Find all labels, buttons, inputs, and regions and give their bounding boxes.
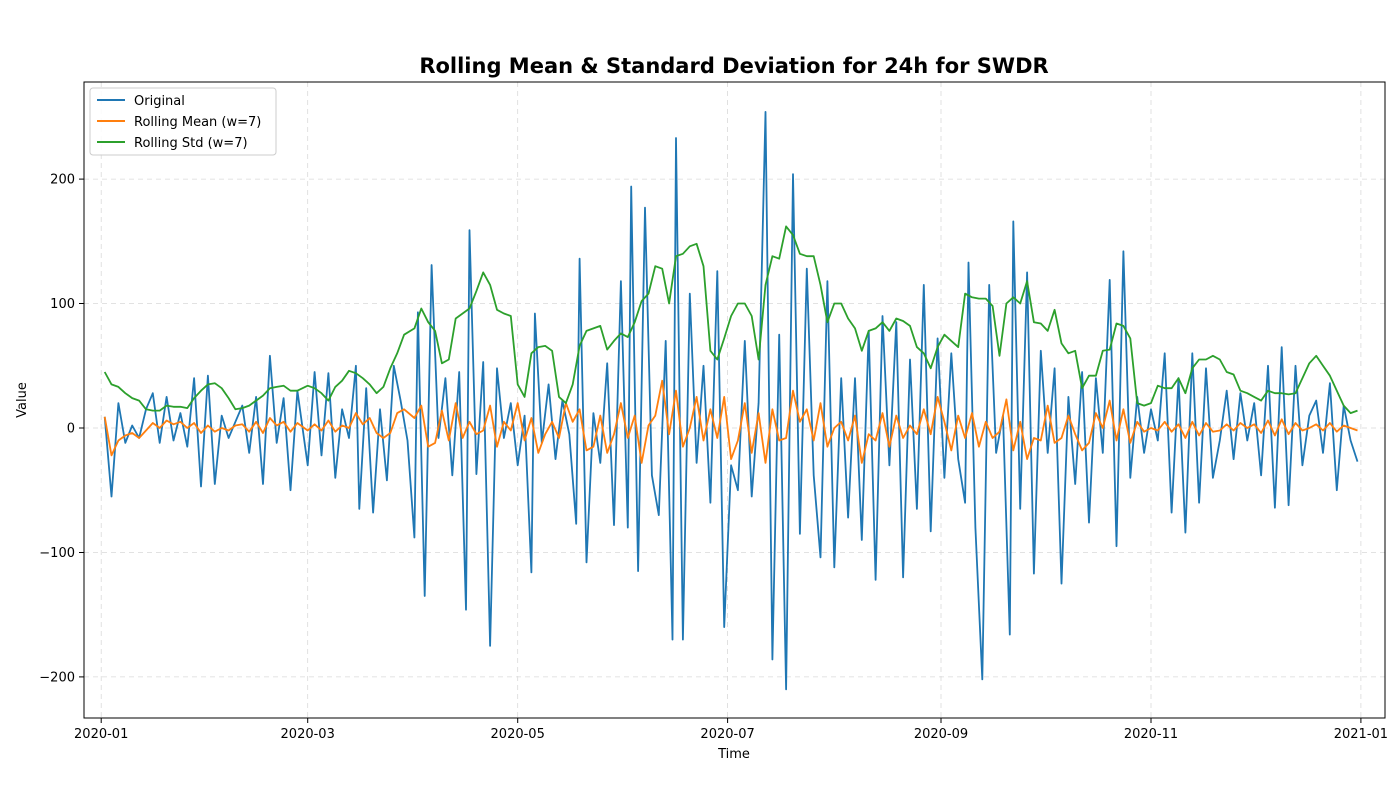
chart-title: Rolling Mean & Standard Deviation for 24… [419,54,1048,78]
x-tick-label: 2020-11 [1124,727,1178,742]
y-tick-label: 100 [50,297,75,312]
x-axis-label: Time [717,747,750,762]
series-rolling-std-line [103,225,1358,415]
legend-label-rolling-mean: Rolling Mean (w=7) [134,115,261,130]
plot-frame [83,81,1386,719]
x-tick-label: 2020-03 [281,727,335,742]
y-tick-label: 0 [67,422,75,437]
y-tick-label: 200 [50,173,75,188]
series-original-line [103,111,1359,691]
legend: Original Rolling Mean (w=7) Rolling Std … [89,87,277,156]
x-tick-label: 2020-09 [914,727,968,742]
y-tick-label: −200 [39,670,75,685]
series-rolling-mean-line [103,379,1358,464]
x-tick-label: 2020-01 [74,727,128,742]
axis-ticks: 2020-01 2020-03 2020-05 2020-07 2020-09 2020-… [39,173,1388,742]
x-tick-label: 2020-07 [700,727,754,742]
legend-box [89,87,277,156]
x-tick-label: 2021-01 [1334,727,1388,742]
legend-label-original: Original [134,94,185,109]
y-axis-label: Value [15,382,30,418]
legend-label-rolling-std: Rolling Std (w=7) [134,136,248,151]
y-tick-label: −100 [39,546,75,561]
x-tick-label: 2020-05 [491,727,545,742]
plot-area [103,111,1359,691]
